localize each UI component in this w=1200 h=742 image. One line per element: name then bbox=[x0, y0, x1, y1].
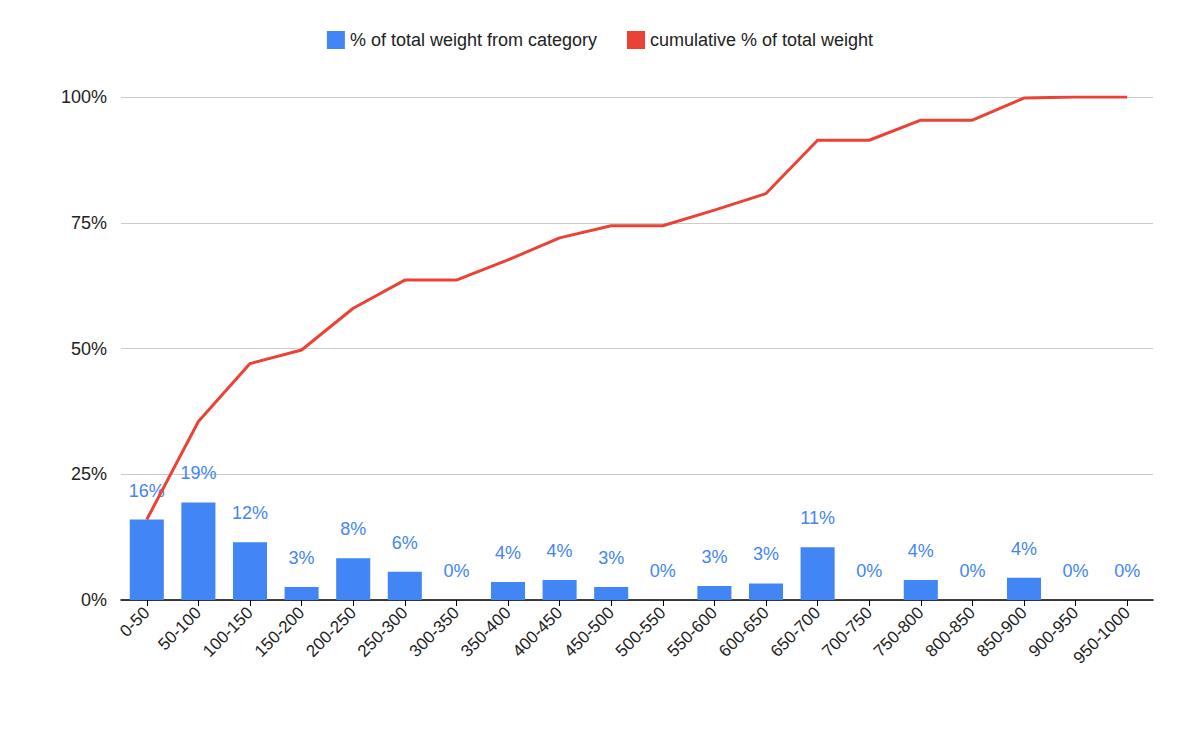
svg-text:3%: 3% bbox=[701, 547, 727, 567]
svg-text:350-400: 350-400 bbox=[457, 603, 515, 661]
svg-text:550-600: 550-600 bbox=[664, 603, 722, 661]
svg-text:850-900: 850-900 bbox=[973, 603, 1031, 661]
svg-text:750-800: 750-800 bbox=[870, 603, 928, 661]
svg-text:250-300: 250-300 bbox=[354, 603, 412, 661]
svg-text:25%: 25% bbox=[71, 464, 107, 484]
svg-text:8%: 8% bbox=[340, 519, 366, 539]
svg-text:500-550: 500-550 bbox=[612, 603, 670, 661]
svg-text:3%: 3% bbox=[289, 548, 315, 568]
svg-text:300-350: 300-350 bbox=[406, 603, 464, 661]
svg-text:0%: 0% bbox=[1063, 561, 1089, 581]
svg-text:4%: 4% bbox=[1011, 539, 1037, 559]
svg-text:0%: 0% bbox=[1114, 561, 1140, 581]
svg-text:75%: 75% bbox=[71, 213, 107, 233]
svg-text:0%: 0% bbox=[650, 561, 676, 581]
svg-text:200-250: 200-250 bbox=[302, 603, 360, 661]
svg-text:650-700: 650-700 bbox=[767, 603, 825, 661]
svg-text:11%: 11% bbox=[800, 508, 835, 528]
svg-text:0%: 0% bbox=[856, 561, 882, 581]
svg-text:100-150: 100-150 bbox=[199, 603, 257, 661]
svg-text:700-750: 700-750 bbox=[818, 603, 876, 661]
svg-text:450-500: 450-500 bbox=[560, 603, 618, 661]
svg-text:400-450: 400-450 bbox=[509, 603, 567, 661]
svg-text:6%: 6% bbox=[392, 533, 418, 553]
svg-text:3%: 3% bbox=[598, 548, 624, 568]
svg-text:cumulative % of total weight: cumulative % of total weight bbox=[650, 30, 873, 50]
svg-text:100%: 100% bbox=[61, 87, 107, 107]
svg-text:950-1000: 950-1000 bbox=[1070, 603, 1134, 667]
svg-text:12%: 12% bbox=[232, 503, 268, 523]
svg-text:50-100: 50-100 bbox=[154, 603, 205, 654]
svg-text:0%: 0% bbox=[81, 590, 107, 610]
svg-text:50%: 50% bbox=[71, 339, 107, 359]
svg-text:3%: 3% bbox=[753, 544, 779, 564]
svg-text:4%: 4% bbox=[495, 543, 521, 563]
svg-text:0%: 0% bbox=[959, 561, 985, 581]
svg-text:600-650: 600-650 bbox=[715, 603, 773, 661]
svg-text:900-950: 900-950 bbox=[1024, 603, 1083, 661]
svg-text:% of total weight from categor: % of total weight from category bbox=[350, 30, 597, 50]
svg-text:19%: 19% bbox=[180, 463, 216, 483]
svg-text:16%: 16% bbox=[128, 480, 165, 501]
svg-text:150-200: 150-200 bbox=[251, 603, 309, 661]
svg-text:0%: 0% bbox=[443, 561, 469, 581]
svg-text:0-50: 0-50 bbox=[116, 603, 153, 640]
svg-text:4%: 4% bbox=[547, 541, 573, 561]
svg-text:800-850: 800-850 bbox=[922, 603, 980, 661]
svg-text:4%: 4% bbox=[908, 541, 934, 561]
